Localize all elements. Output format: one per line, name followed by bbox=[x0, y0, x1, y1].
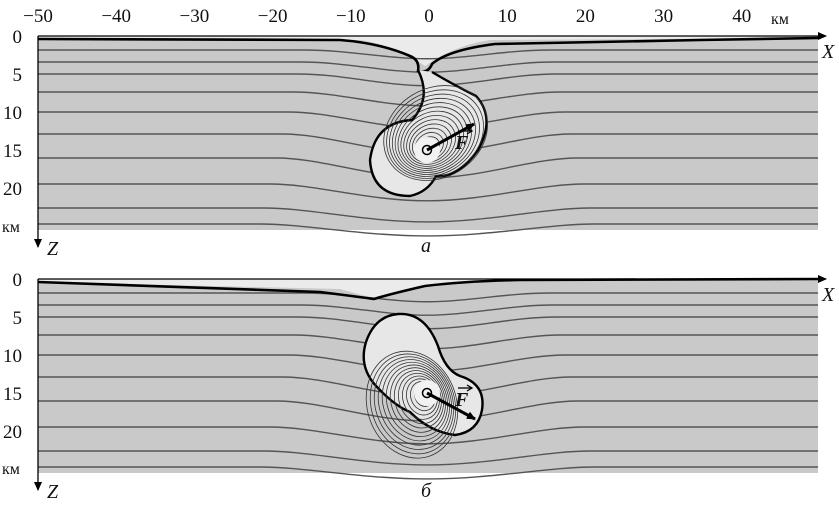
x-tick-label: 20 bbox=[576, 6, 595, 27]
panel-a-force-arrow bbox=[426, 122, 475, 152]
inner-loop bbox=[386, 89, 484, 179]
x-tick-label: −10 bbox=[336, 6, 366, 27]
z-tick-label: 0 bbox=[13, 27, 23, 48]
contour-line bbox=[38, 223, 818, 237]
inner-loop bbox=[409, 123, 452, 163]
inner-loop bbox=[406, 119, 456, 165]
x-axis-tick-labels: −50 −40 −30 −20 −10 0 10 20 30 40 bbox=[23, 6, 751, 27]
contour-line bbox=[38, 183, 818, 202]
panel-b-surface-boundary bbox=[37, 277, 819, 301]
x-axis-unit-label: км bbox=[771, 11, 789, 28]
z-tick-label: 5 bbox=[13, 65, 23, 86]
panel-b: F 0 5 10 15 20 км Z X б bbox=[2, 270, 835, 503]
x-tick-label: −20 bbox=[258, 6, 288, 27]
inner-loop bbox=[373, 356, 455, 450]
x-tick-label: 30 bbox=[654, 6, 673, 27]
panel-a-x-axis-name: X bbox=[821, 41, 835, 63]
panel-a-source-point bbox=[421, 144, 433, 156]
panel-b-light-zone bbox=[38, 279, 818, 298]
inner-loop bbox=[393, 370, 444, 429]
panel-b-z-axis-name: Z bbox=[47, 481, 59, 503]
panel-a-z-axis-name: Z bbox=[47, 238, 59, 260]
inner-loop bbox=[377, 359, 452, 446]
z-tick-label: 5 bbox=[13, 308, 23, 329]
inner-loop bbox=[400, 110, 464, 169]
panel-b-letter: б bbox=[421, 480, 432, 502]
inner-loop bbox=[403, 115, 460, 167]
contour-line bbox=[38, 466, 818, 480]
z-tick-label: 20 bbox=[3, 422, 22, 443]
panel-a-force-label: F bbox=[454, 132, 469, 154]
x-tick-label: 0 bbox=[424, 6, 434, 27]
contour-line bbox=[38, 450, 818, 466]
panel-a-light-zone bbox=[38, 36, 818, 66]
contour-line bbox=[38, 304, 818, 316]
panel-a: F 0 5 10 15 20 км Z X а bbox=[2, 27, 835, 260]
panel-a-z-tick-labels: 0 5 10 15 20 bbox=[3, 27, 22, 200]
inner-loop bbox=[383, 85, 488, 181]
panel-b-force-label-bar-tip bbox=[466, 384, 474, 392]
panel-a-letter: а bbox=[421, 235, 431, 257]
x-tick-label: −50 bbox=[23, 6, 53, 27]
x-tick-label: 10 bbox=[498, 6, 517, 27]
panel-b-z-tick-labels: 0 5 10 15 20 bbox=[3, 270, 22, 443]
inner-loop bbox=[389, 367, 446, 433]
inner-loop bbox=[365, 350, 459, 459]
contour-line bbox=[38, 49, 818, 60]
x-tick-label: −40 bbox=[101, 6, 131, 27]
z-tick-label: 10 bbox=[3, 346, 22, 367]
z-tick-label: 15 bbox=[3, 141, 22, 162]
inner-loop bbox=[397, 106, 468, 171]
inner-loop bbox=[394, 102, 472, 173]
z-tick-label: 20 bbox=[3, 179, 22, 200]
panel-a-force-label-bar-tip bbox=[466, 127, 474, 135]
z-tick-label: 15 bbox=[3, 384, 22, 405]
panel-b-force-arrow bbox=[426, 391, 476, 421]
inner-loop bbox=[381, 361, 450, 442]
x-tick-label: 40 bbox=[732, 6, 751, 27]
z-tick-label: 0 bbox=[13, 270, 23, 291]
inner-loop bbox=[369, 353, 457, 455]
panel-b-x-axis-name: X bbox=[821, 284, 835, 306]
x-tick-label: −30 bbox=[180, 6, 210, 27]
z-tick-label: 10 bbox=[3, 103, 22, 124]
panel-a-z-unit-label: км bbox=[2, 219, 20, 236]
inner-loop bbox=[391, 97, 476, 175]
panel-b-source-point bbox=[421, 387, 433, 399]
inner-loop bbox=[385, 364, 448, 437]
panel-b-z-unit-label: км bbox=[2, 461, 20, 478]
contour-line bbox=[38, 207, 818, 223]
panel-b-force-label: F bbox=[454, 389, 469, 411]
inner-loop bbox=[389, 93, 480, 177]
